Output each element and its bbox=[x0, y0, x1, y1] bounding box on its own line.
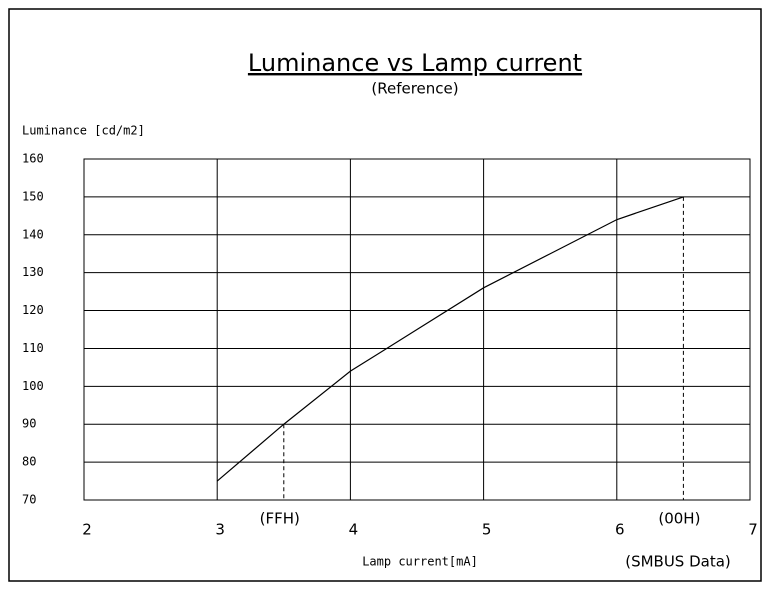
annotation: (FFH) bbox=[260, 510, 300, 528]
y-tick-label: 100 bbox=[22, 379, 44, 393]
x-axis-label: Lamp current[mA] bbox=[362, 555, 478, 569]
y-tick-label: 160 bbox=[22, 152, 44, 166]
line bbox=[216, 196, 684, 482]
x-tick-label: 4 bbox=[349, 521, 359, 539]
x-tick-label: 2 bbox=[82, 521, 92, 539]
y-tick-label: 80 bbox=[22, 455, 36, 469]
y-tick-label: 120 bbox=[22, 303, 44, 317]
y-tick-label: 70 bbox=[22, 493, 36, 507]
chart-title: Luminance vs Lamp current bbox=[248, 49, 582, 77]
x-tick-label: 3 bbox=[215, 521, 225, 539]
frame bbox=[8, 8, 762, 582]
x-note: (SMBUS Data) bbox=[625, 553, 731, 571]
y-tick-label: 130 bbox=[22, 265, 44, 279]
y-tick-label: 140 bbox=[22, 227, 44, 241]
x-tick-label: 6 bbox=[615, 521, 625, 539]
x-tick-label: 5 bbox=[482, 521, 492, 539]
y-tick-label: 90 bbox=[22, 417, 36, 431]
chart-subtitle: (Reference) bbox=[371, 80, 458, 98]
annotation: (00H) bbox=[658, 510, 700, 528]
y-axis-label: Luminance [cd/m2] bbox=[22, 124, 145, 138]
y-tick-label: 150 bbox=[22, 189, 44, 203]
x-tick-label: 7 bbox=[748, 521, 758, 539]
y-tick-label: 110 bbox=[22, 341, 44, 355]
